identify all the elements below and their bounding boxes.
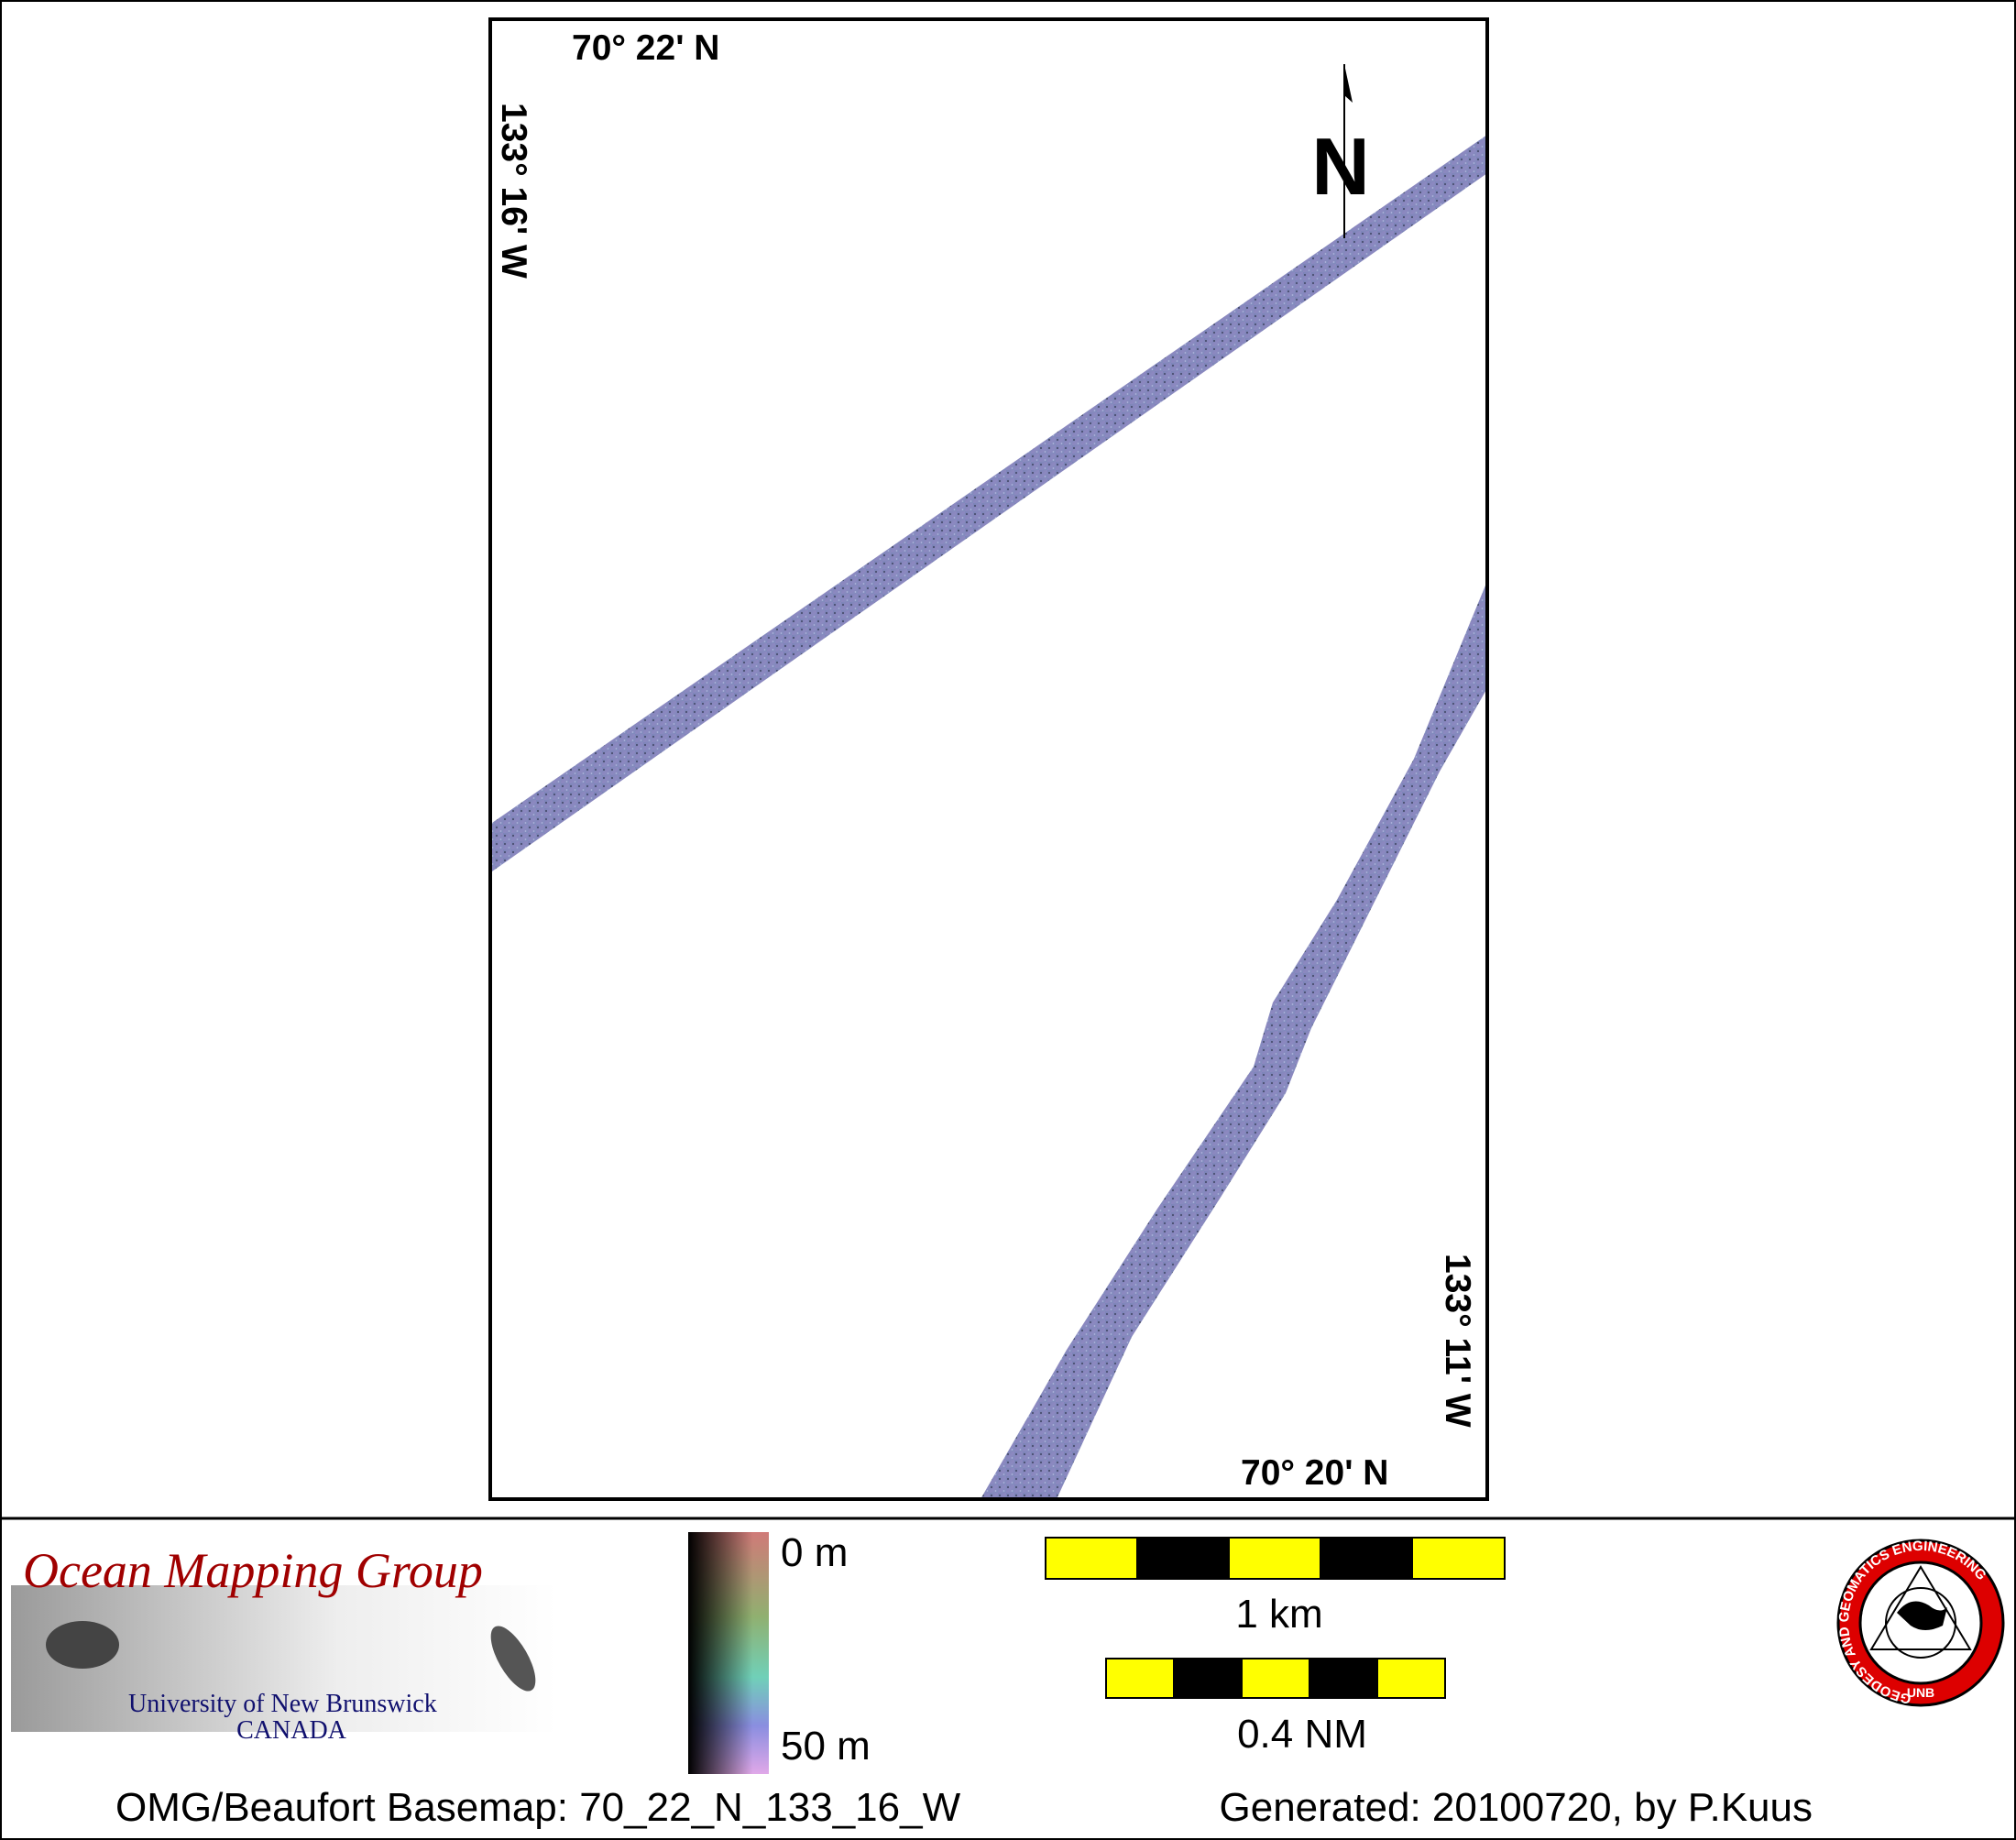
scale-top-label: 0 m [781, 1530, 848, 1575]
longitude-label: 133° 16' W [494, 103, 533, 279]
scale-bar [1045, 1537, 1506, 1580]
map-border [488, 17, 1489, 1501]
scale-label: 1 km [1235, 1592, 1322, 1637]
logo-country: CANADA [236, 1716, 347, 1745]
omg-logo: Ocean Mapping Group University of New Br… [11, 1543, 557, 1745]
emblem-center-text: UNB [1907, 1685, 1934, 1700]
scale-bottom-label: 50 m [781, 1724, 871, 1769]
unb-emblem: GEODESY AND GEOMATICS ENGINEERING UNB [1836, 1539, 2005, 1707]
survey-swath [492, 135, 1487, 871]
latitude-label: 70° 20' N [1241, 1453, 1388, 1493]
north-label: N [1311, 121, 1370, 212]
map-frame: 70° 22' N 133° 16' W 133° 11' W 70° 20' … [488, 17, 1489, 1501]
north-arrow: N [1311, 64, 1370, 238]
survey-swath [981, 581, 1487, 1499]
footer-basemap: OMG/Beaufort Basemap: 70_22_N_133_16_W [115, 1785, 961, 1830]
logo-subtitle: University of New Brunswick [128, 1690, 437, 1718]
scale-label: 0.4 NM [1237, 1712, 1367, 1757]
longitude-label: 133° 11' W [1438, 1254, 1477, 1428]
color-scale: 0 m 50 m [688, 1530, 871, 1774]
logo-title: Ocean Mapping Group [23, 1543, 483, 1598]
latitude-label: 70° 22' N [572, 28, 719, 68]
scale-bar [1105, 1658, 1446, 1699]
footer-generated: Generated: 20100720, by P.Kuus [1220, 1785, 1813, 1830]
